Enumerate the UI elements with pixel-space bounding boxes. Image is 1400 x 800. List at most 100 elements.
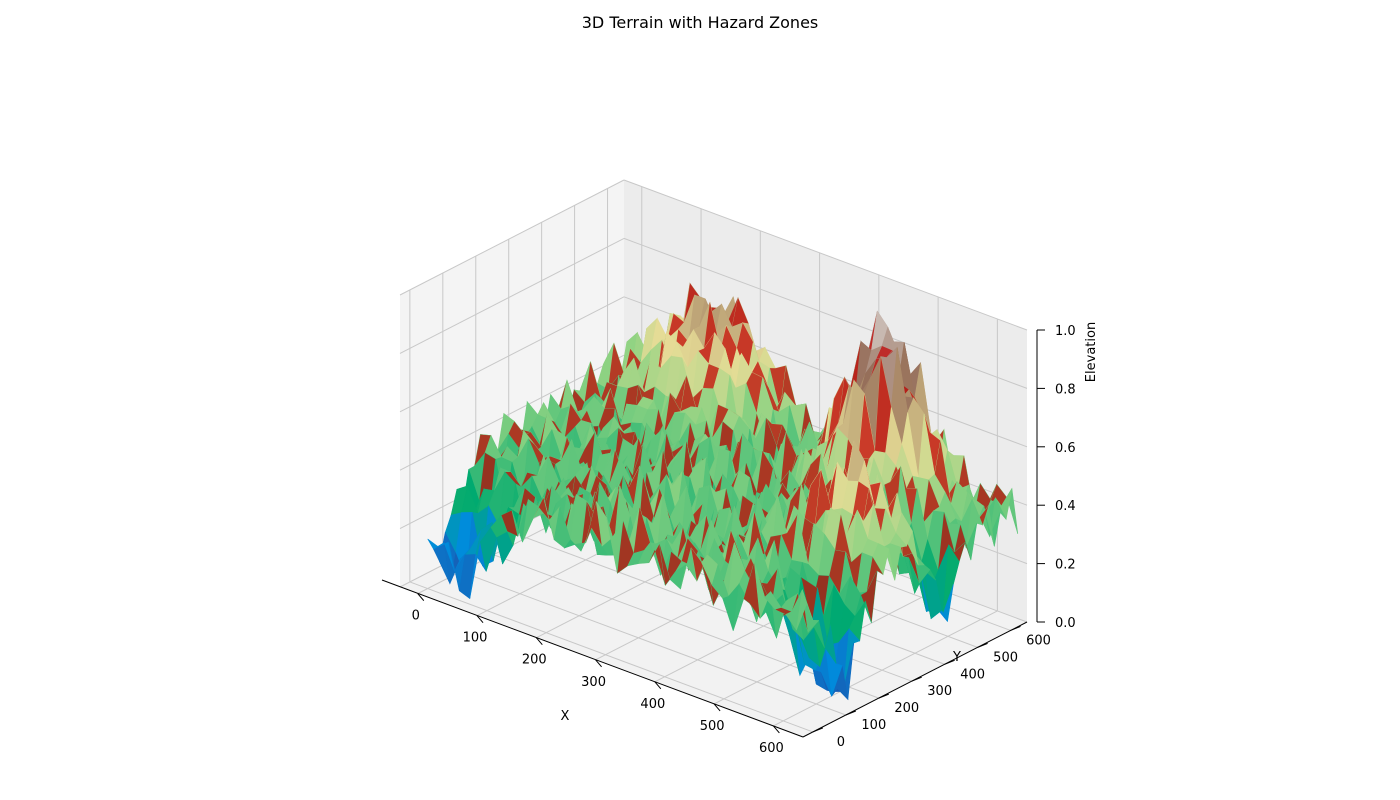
hazard-patch <box>700 298 717 313</box>
hazard-patch <box>829 550 846 595</box>
hazard-patch <box>874 356 892 453</box>
hazard-patch <box>608 343 625 390</box>
hazard-patch <box>838 377 855 423</box>
y-tick-mark <box>812 727 824 733</box>
hazard-patch <box>761 568 778 605</box>
grid-line-z <box>623 237 1028 389</box>
hazard-patch <box>533 497 550 521</box>
x-tick-mark <box>417 593 425 601</box>
hazard-patch <box>781 514 798 561</box>
hazard-patch <box>584 361 601 403</box>
x-tick-mark <box>772 725 780 734</box>
terrain-surface <box>427 282 1019 701</box>
hazard-patch <box>633 507 651 554</box>
hazard-patch <box>720 325 737 371</box>
hazard-patch <box>804 469 821 526</box>
hazard-patch <box>659 544 676 586</box>
hazard-patch <box>924 413 941 475</box>
hazard-patch <box>704 302 721 351</box>
hazard-patch <box>769 365 786 412</box>
y-tick-mark <box>977 642 988 648</box>
z-tick-label: 0.6 <box>1055 441 1076 456</box>
hazard-patch <box>504 472 522 488</box>
hazard-patch <box>845 552 862 594</box>
hazard-patch <box>876 346 893 360</box>
x-tick-label: 200 <box>522 653 547 668</box>
surface-patch <box>796 589 814 631</box>
hazard-patch <box>609 450 626 485</box>
hazard-patch <box>746 372 763 414</box>
y-tick-label: 300 <box>927 684 952 699</box>
y-tick-mark <box>845 710 857 716</box>
y-tick-label: 400 <box>960 667 985 682</box>
grid-line-z <box>399 179 625 296</box>
z-tick-label: 0.2 <box>1055 558 1076 573</box>
hazard-patch <box>863 488 880 540</box>
hazard-patch <box>948 542 966 562</box>
grid-line-z <box>399 296 625 413</box>
grid-line-x <box>773 610 998 727</box>
hazard-patch <box>775 607 792 615</box>
hazard-patch <box>864 461 881 509</box>
hazard-patch <box>561 437 578 466</box>
x-tick-mark <box>595 659 602 668</box>
x-tick-mark <box>713 703 721 712</box>
hazard-patch <box>804 453 822 500</box>
hazard-patch <box>691 547 708 581</box>
hazard-patch <box>552 478 570 516</box>
x-tick-label: 0 <box>412 609 420 624</box>
hazard-patch <box>682 443 700 475</box>
grid-line-z <box>399 237 625 354</box>
grid-line-z <box>623 179 1028 331</box>
hazard-patch <box>828 377 845 441</box>
hazard-patch <box>734 506 751 541</box>
hazard-patch <box>934 440 951 505</box>
hazard-patch <box>890 466 907 489</box>
hazard-patch <box>972 499 989 525</box>
hazard-patch <box>575 466 592 493</box>
x-tick-label: 500 <box>700 719 725 734</box>
hazard-patch <box>756 450 774 498</box>
hazard-patch <box>726 433 743 488</box>
hazard-patch <box>564 403 582 438</box>
hazard-patch <box>623 466 640 506</box>
hazard-patch <box>858 393 875 460</box>
hazard-patch <box>585 501 603 546</box>
hazard-patch <box>736 495 754 534</box>
x-tick-label: 100 <box>463 631 488 646</box>
hazard-patch <box>581 410 598 439</box>
hazard-patch <box>680 375 697 412</box>
hazard-patch <box>626 443 644 494</box>
z-axis-label: Elevation <box>1084 322 1099 382</box>
hazard-patch <box>684 283 701 323</box>
hazard-patch <box>664 392 681 434</box>
grid-line-y <box>442 564 846 716</box>
hazard-patch <box>698 332 715 364</box>
x-axis-line <box>381 579 804 738</box>
hazard-patch <box>954 524 971 561</box>
z-tick-label: 0.0 <box>1055 616 1076 631</box>
y-tick-mark <box>944 659 955 665</box>
hazard-patch <box>922 479 940 524</box>
hazard-patch <box>514 421 531 436</box>
y-tick-label: 500 <box>993 650 1018 665</box>
hazard-patch <box>815 469 832 526</box>
hazard-patch <box>686 375 703 412</box>
hazard-patch <box>812 407 830 453</box>
hazard-patch <box>604 388 621 425</box>
hazard-patch <box>794 464 811 489</box>
y-tick-label: 600 <box>1026 633 1051 648</box>
hazard-patch <box>906 476 923 524</box>
y-tick-label: 100 <box>861 718 886 733</box>
hazard-patch <box>732 297 749 327</box>
hazard-patch <box>860 570 878 623</box>
hazard-patch <box>762 377 779 412</box>
hazard-patch <box>752 361 769 388</box>
hazard-patch <box>869 488 886 540</box>
hazard-patch <box>844 341 861 400</box>
y-tick-mark <box>911 676 922 682</box>
hazard-patch <box>686 486 703 531</box>
x-tick-label: 400 <box>640 697 665 712</box>
hazard-patch <box>508 421 525 449</box>
hazard-patch <box>736 322 754 377</box>
